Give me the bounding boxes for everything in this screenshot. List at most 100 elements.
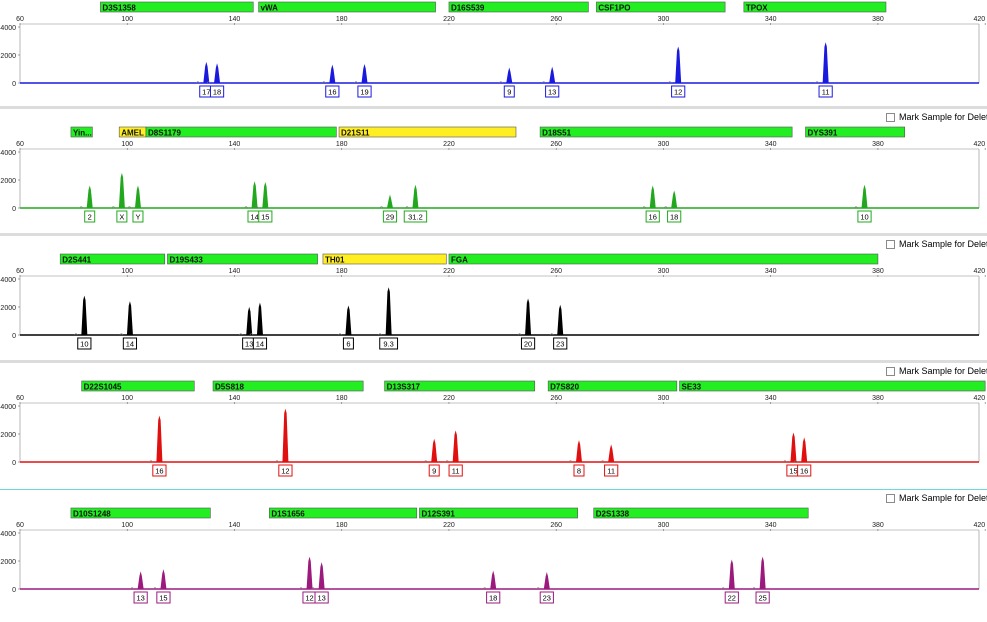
y-tick-label: 4000 <box>0 150 16 157</box>
locus-bin: D8S1179 <box>145 126 337 138</box>
mark-sample-for-deletion[interactable]: Mark Sample for Deletion <box>886 237 987 251</box>
allele-label-box <box>258 210 273 223</box>
allele-label: 13 <box>548 88 556 97</box>
locus-bin: Yin... <box>70 126 93 138</box>
peak: 25 <box>752 556 770 604</box>
x-tick-label: 140 <box>229 16 241 23</box>
locus-bin-box <box>269 507 418 519</box>
locus-name: vWA <box>261 4 279 13</box>
x-tick-label: 340 <box>765 16 777 23</box>
locus-name: Yin... <box>73 129 92 138</box>
allele-label-box <box>503 85 515 98</box>
peak-shape <box>156 415 163 463</box>
allele-label-box <box>152 464 167 477</box>
x-tick-label: 420 <box>973 395 985 402</box>
allele-label-box <box>252 337 268 350</box>
mark-sample-for-deletion[interactable]: Mark Sample for Deletion <box>886 110 987 124</box>
x-tick-label: 60 <box>16 268 24 275</box>
mark-sample-checkbox[interactable] <box>886 366 895 376</box>
x-tick-label: 340 <box>765 268 777 275</box>
peak-shape <box>608 444 615 463</box>
allele-label: 11 <box>607 467 615 476</box>
allele-label-box <box>520 337 536 350</box>
stutter-blip <box>378 333 382 336</box>
peak: 11 <box>600 444 619 477</box>
stutter-blip <box>854 206 858 209</box>
allele-label: 10 <box>80 340 88 349</box>
locus-name: D7S820 <box>550 383 579 392</box>
locus-name: D1S1656 <box>271 510 305 519</box>
allele-label: 16 <box>649 213 657 222</box>
peak: 12 <box>299 556 317 604</box>
stutter-blip <box>119 333 124 336</box>
peak: Y <box>127 185 144 223</box>
mark-sample-checkbox[interactable] <box>886 112 895 122</box>
locus-name: D8S1179 <box>148 129 181 138</box>
mark-sample-for-deletion[interactable]: Mark Sample for Deletion <box>886 364 987 378</box>
peak-shape <box>525 298 532 336</box>
panel-separator <box>0 233 987 236</box>
stutter-blip <box>379 206 384 209</box>
x-tick-label: 380 <box>872 522 884 529</box>
locus-bin: vWA <box>258 1 436 13</box>
mark-sample-checkbox[interactable] <box>886 493 895 503</box>
peak-shape <box>81 295 88 336</box>
mark-sample-checkbox[interactable] <box>886 239 895 249</box>
x-tick-label: 100 <box>121 16 133 23</box>
x-tick-label: 60 <box>16 141 24 148</box>
peak: 9 <box>423 438 440 477</box>
mark-sample-label: Mark Sample for Deletion <box>899 112 987 122</box>
locus-bin-box <box>70 126 93 138</box>
peak-shape <box>549 66 556 84</box>
allele-label-box <box>84 210 96 223</box>
peak: 14 <box>244 181 262 223</box>
locus-bin: D18S51 <box>539 126 793 138</box>
locus-bin-box <box>322 253 447 265</box>
allele-label-box <box>379 337 399 350</box>
x-tick-label: 260 <box>550 268 562 275</box>
locus-bin-box <box>593 507 809 519</box>
y-tick-label: 2000 <box>0 432 16 439</box>
peak-shape <box>431 438 438 463</box>
peak-shape <box>759 556 766 590</box>
locus-name: D3S1358 <box>102 4 136 13</box>
stutter-blip <box>541 81 546 84</box>
allele-label: 15 <box>789 467 797 476</box>
locus-bin: AMEL <box>118 126 147 138</box>
stutter-blip <box>499 81 503 84</box>
stutter-blip <box>299 587 303 590</box>
allele-label: 20 <box>524 340 532 349</box>
allele-label: 18 <box>213 88 221 97</box>
peak: 16 <box>793 437 812 477</box>
peak: 19 <box>354 63 372 98</box>
x-tick-label: 180 <box>336 522 348 529</box>
allele-label-box <box>122 337 138 350</box>
x-tick-label: 420 <box>973 141 985 148</box>
x-tick-label: 220 <box>443 141 455 148</box>
stutter-blip <box>249 333 254 336</box>
peak-shape <box>801 437 808 463</box>
stutter-blip <box>642 206 646 209</box>
stutter-blip <box>79 206 83 209</box>
peak-shape <box>361 63 368 84</box>
peak: 16 <box>149 415 167 477</box>
x-tick-label: 380 <box>872 141 884 148</box>
mark-sample-label: Mark Sample for Deletion <box>899 366 987 376</box>
peak-shape <box>490 570 497 590</box>
mark-sample-for-deletion[interactable]: Mark Sample for Deletion <box>886 491 987 505</box>
locus-bin: D7S820 <box>547 380 678 392</box>
locus-bin: D16S539 <box>448 1 589 13</box>
allele-label: 23 <box>543 594 551 603</box>
peak: 9 <box>499 67 515 98</box>
allele-label-box <box>604 464 619 477</box>
peak-shape <box>671 190 678 209</box>
allele-label-box <box>357 85 372 98</box>
x-tick-label: 100 <box>121 141 133 148</box>
allele-label-box <box>403 210 428 223</box>
allele-label-box <box>553 337 568 350</box>
allele-label: 14 <box>250 213 258 222</box>
allele-label: 15 <box>261 213 269 222</box>
locus-bin-box <box>384 380 536 392</box>
peak-shape <box>385 287 392 336</box>
locus-name: SE33 <box>682 383 702 392</box>
